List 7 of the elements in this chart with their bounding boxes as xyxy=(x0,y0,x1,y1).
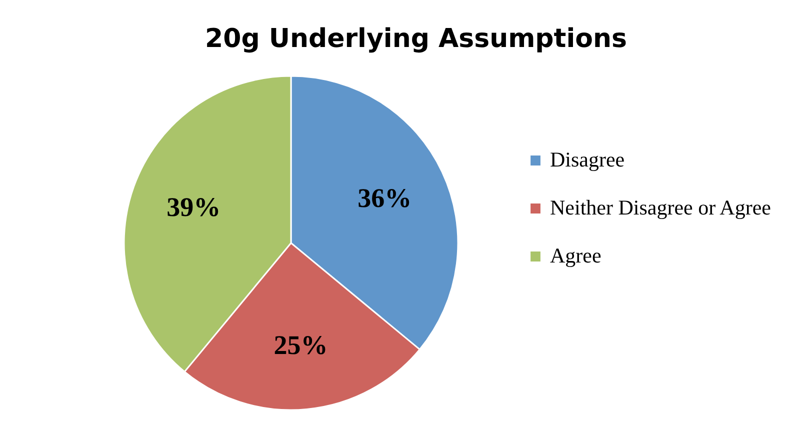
data-label: 39% xyxy=(166,192,221,222)
data-label: 36% xyxy=(358,182,412,213)
data-label: 25% xyxy=(274,330,328,360)
legend-label: Agree xyxy=(550,244,602,268)
legend-label: Disagree xyxy=(550,148,625,172)
legend-label: Neither Disagree or Agree xyxy=(550,196,771,220)
chart-title: 20g Underlying Assumptions xyxy=(205,24,627,54)
